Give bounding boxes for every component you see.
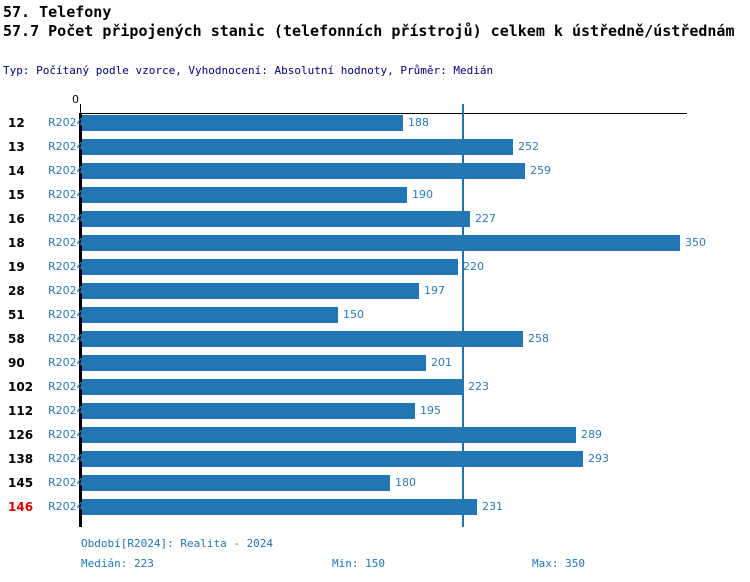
footer-median: Medián: 223 xyxy=(81,557,154,570)
row-series-label: R2024 xyxy=(48,260,84,273)
bar-value-label: 223 xyxy=(468,380,489,393)
bar xyxy=(82,451,583,467)
row-series-label: R2024 xyxy=(48,428,84,441)
row-category-label: 19 xyxy=(8,260,25,274)
bar xyxy=(82,379,463,395)
bar xyxy=(82,211,470,227)
row-series-label: R2024 xyxy=(48,284,84,297)
bar xyxy=(82,259,458,275)
row-series-label: R2024 xyxy=(48,500,84,513)
row-series-label: R2024 xyxy=(48,236,84,249)
bar xyxy=(82,139,513,155)
bar xyxy=(82,187,407,203)
bar-value-label: 150 xyxy=(343,308,364,321)
bar-value-label: 197 xyxy=(424,284,445,297)
row-series-label: R2024 xyxy=(48,356,84,369)
footer-max: Max: 350 xyxy=(532,557,585,570)
bar xyxy=(82,163,525,179)
row-series-label: R2024 xyxy=(48,308,84,321)
row-category-label: 58 xyxy=(8,332,25,346)
median-line xyxy=(462,104,464,527)
bar xyxy=(82,115,403,131)
row-series-label: R2024 xyxy=(48,116,84,129)
row-series-label: R2024 xyxy=(48,212,84,225)
row-series-label: R2024 xyxy=(48,188,84,201)
bar-value-label: 190 xyxy=(412,188,433,201)
row-category-label: 102 xyxy=(8,380,34,394)
bar-value-label: 289 xyxy=(581,428,602,441)
bar-value-label: 231 xyxy=(482,500,503,513)
bar-value-label: 258 xyxy=(528,332,549,345)
bar xyxy=(82,283,419,299)
row-category-label: 112 xyxy=(8,404,34,418)
chart-meta-line: Typ: Počítaný podle vzorce, Vyhodnocení:… xyxy=(3,64,494,77)
bar-value-label: 188 xyxy=(408,116,429,129)
row-category-label: 13 xyxy=(8,140,25,154)
chart-title: 57. Telefony xyxy=(3,3,112,21)
row-category-label: 145 xyxy=(8,476,34,490)
bar xyxy=(82,499,477,515)
bar xyxy=(82,475,390,491)
bar xyxy=(82,403,415,419)
row-category-label: 15 xyxy=(8,188,25,202)
row-category-label: 51 xyxy=(8,308,25,322)
row-series-label: R2024 xyxy=(48,476,84,489)
axis-zero-tick xyxy=(80,104,81,113)
bar-value-label: 195 xyxy=(420,404,441,417)
row-series-label: R2024 xyxy=(48,452,84,465)
axis-zero-label: 0 xyxy=(72,93,79,106)
footer-period: Období[R2024]: Realita - 2024 xyxy=(81,537,274,550)
row-series-label: R2024 xyxy=(48,380,84,393)
row-category-label: 90 xyxy=(8,356,25,370)
chart-subtitle: 57.7 Počet připojených stanic (telefonní… xyxy=(3,22,735,40)
row-series-label: R2024 xyxy=(48,164,84,177)
row-category-label: 146 xyxy=(8,500,34,514)
y-axis-line xyxy=(79,113,82,527)
x-axis-top-line xyxy=(79,113,687,114)
row-category-label: 14 xyxy=(8,164,25,178)
bar xyxy=(82,355,426,371)
row-series-label: R2024 xyxy=(48,140,84,153)
row-category-label: 18 xyxy=(8,236,25,250)
row-category-label: 28 xyxy=(8,284,25,298)
bar-value-label: 293 xyxy=(588,452,609,465)
row-category-label: 138 xyxy=(8,452,34,466)
bar xyxy=(82,235,680,251)
bar xyxy=(82,331,523,347)
row-category-label: 126 xyxy=(8,428,34,442)
bar-value-label: 350 xyxy=(685,236,706,249)
bar xyxy=(82,307,338,323)
row-category-label: 16 xyxy=(8,212,25,226)
bar-value-label: 180 xyxy=(395,476,416,489)
bar-value-label: 259 xyxy=(530,164,551,177)
bar-value-label: 227 xyxy=(475,212,496,225)
bar-value-label: 201 xyxy=(431,356,452,369)
row-category-label: 12 xyxy=(8,116,25,130)
footer-min: Min: 150 xyxy=(332,557,385,570)
bar-value-label: 220 xyxy=(463,260,484,273)
row-series-label: R2024 xyxy=(48,332,84,345)
row-series-label: R2024 xyxy=(48,404,84,417)
bar-value-label: 252 xyxy=(518,140,539,153)
bar xyxy=(82,427,576,443)
